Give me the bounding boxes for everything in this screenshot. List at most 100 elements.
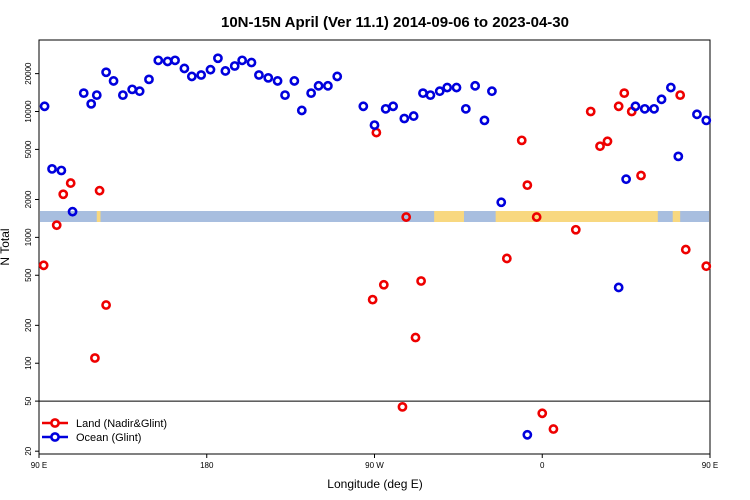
land-point: [58, 189, 69, 200]
ocean-point: [229, 61, 240, 71]
land-point: [619, 88, 630, 99]
ocean-point: [332, 71, 343, 82]
ocean-point: [470, 80, 481, 91]
ocean-point: [144, 74, 154, 85]
ocean-point: [399, 113, 410, 124]
ocean-point: [47, 163, 57, 174]
ocean-point: [205, 64, 216, 75]
ocean-point: [425, 90, 436, 101]
ocean-point: [649, 103, 659, 114]
y-tick-label: 10000: [24, 100, 33, 123]
y-tick-label: 500: [24, 268, 33, 282]
ocean-point: [56, 165, 67, 176]
y-tick-label: 5000: [24, 140, 33, 158]
land-point: [371, 127, 382, 138]
legend-marker: [50, 432, 60, 442]
ocean-point: [323, 80, 333, 91]
ocean-point: [630, 101, 641, 112]
ocean-point: [39, 101, 50, 112]
land-point: [51, 220, 62, 231]
land-point: [537, 408, 548, 419]
x-axis-ticks: 90 E 180 90 W 0 90 E: [31, 454, 718, 470]
land-segment: [96, 211, 101, 222]
land-point: [101, 300, 111, 310]
x-tick-label: 90 E: [702, 461, 718, 470]
ocean-point: [296, 105, 307, 116]
ocean-point: [369, 120, 380, 130]
ocean-point: [289, 76, 300, 86]
ocean-point: [434, 86, 445, 97]
legend: Land (Nadir&Glint) Ocean (Glint): [42, 418, 167, 444]
land-point: [522, 180, 533, 191]
ocean-point: [186, 71, 197, 82]
ocean-point: [280, 90, 290, 101]
ocean-point: [639, 103, 650, 114]
land-point: [410, 332, 421, 343]
ocean-point: [388, 101, 399, 112]
data-points: [38, 53, 712, 440]
land-point: [585, 106, 596, 117]
ocean-point: [101, 67, 111, 78]
x-tick-label: 0: [540, 461, 545, 470]
ocean-point: [656, 94, 667, 105]
plot-frame: [38, 39, 711, 455]
ocean-point: [263, 72, 274, 83]
y-tick-label: 200: [24, 318, 33, 332]
y-axis-title: N Total: [0, 228, 12, 265]
ocean-point: [313, 80, 324, 91]
land-point: [367, 294, 378, 305]
ocean-point: [621, 174, 632, 185]
ocean-point: [306, 88, 317, 99]
ocean-point: [272, 76, 283, 86]
ocean-point: [692, 109, 702, 120]
ocean-point: [134, 86, 145, 97]
land-point: [397, 401, 408, 412]
x-tick-label: 90 E: [31, 461, 47, 470]
ocean-point: [220, 66, 231, 76]
ocean-point: [418, 88, 428, 99]
ocean-point: [665, 82, 676, 93]
ocean-point: [487, 86, 497, 97]
ocean-point: [246, 57, 257, 68]
y-tick-label: 100: [24, 356, 33, 370]
y-axis-ticks: 20 50 100 200 500 1000 2000 5000 10000 20000: [24, 62, 39, 456]
ocean-series: [39, 53, 712, 440]
ocean-point: [460, 103, 471, 114]
land-point: [501, 253, 512, 264]
ocean-point: [451, 82, 462, 93]
ocean-point: [479, 115, 490, 126]
legend-marker: [50, 418, 60, 428]
land-segment: [672, 211, 681, 222]
ocean-point: [91, 90, 102, 101]
land-point: [516, 135, 527, 146]
ocean-point: [613, 282, 624, 293]
ocean-point: [67, 206, 78, 217]
legend-label: Ocean (Glint): [76, 432, 141, 444]
ocean-point: [358, 101, 369, 112]
land-segment: [495, 211, 658, 222]
land-point: [531, 212, 542, 222]
ocean-point: [380, 103, 391, 114]
land-point: [602, 136, 613, 147]
ocean-point: [153, 55, 164, 66]
ocean-point: [108, 76, 119, 86]
ocean-point: [86, 98, 97, 109]
land-point: [636, 170, 646, 181]
y-tick-label: 2000: [24, 190, 33, 208]
land-point: [570, 224, 581, 235]
ocean-point: [196, 70, 207, 80]
land-point: [680, 244, 691, 255]
land-point: [401, 212, 412, 222]
ocean-point: [170, 55, 180, 66]
ocean-point: [237, 55, 248, 66]
y-tick-label: 1000: [24, 228, 33, 246]
y-tick-label: 20000: [24, 62, 33, 85]
ocean-point: [213, 53, 223, 64]
land-ocean-band: [40, 211, 709, 222]
x-axis-title: Longitude (deg E): [327, 477, 422, 491]
ocean-point: [179, 63, 190, 74]
x-tick-label: 180: [200, 461, 214, 470]
ocean-point: [673, 151, 684, 162]
land-point: [675, 90, 686, 101]
land-point: [613, 101, 624, 112]
